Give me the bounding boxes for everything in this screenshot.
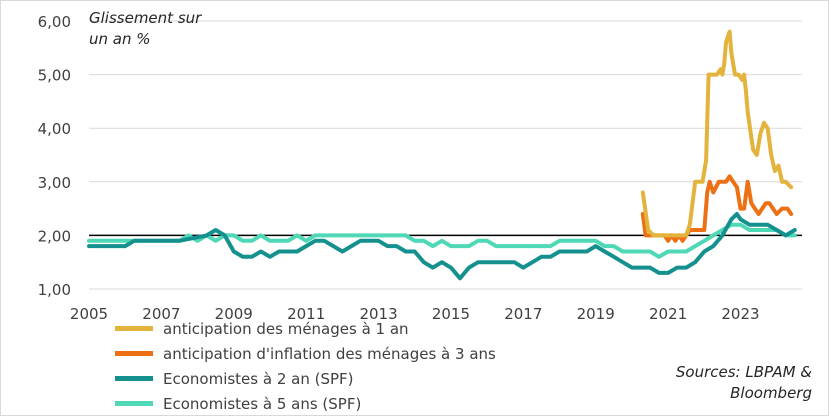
y-tick-label: 1,00 — [38, 281, 71, 299]
y-tick-label: 4,00 — [38, 120, 71, 138]
x-tick-label: 2015 — [432, 305, 470, 323]
source-line1: Sources: LBPAM & — [675, 363, 812, 381]
x-tick-label: 2023 — [721, 305, 759, 323]
x-tick-label: 2005 — [70, 305, 108, 323]
series-line-households-1y — [640, 29, 794, 238]
legend-swatch — [115, 351, 153, 356]
legend-swatch — [115, 376, 153, 381]
legend-label: anticipation des ménages à 1 an — [163, 319, 409, 338]
legend-label: Economistes à 2 an (SPF) — [163, 369, 354, 388]
legend-swatch — [115, 401, 153, 406]
x-tick-label: 2019 — [577, 305, 615, 323]
y-unit-note: Glissement sur un an % — [89, 8, 201, 50]
unit-note-line1: Glissement sur — [89, 9, 202, 27]
series-line-spf-5y — [87, 222, 797, 259]
x-tick-label: 2007 — [142, 305, 180, 323]
legend-item-spf-5y: Economistes à 5 ans (SPF) — [115, 391, 496, 416]
legend: anticipation des ménages à 1 an anticipa… — [115, 316, 496, 416]
x-tick-label: 2017 — [504, 305, 542, 323]
y-axis-ticks: 1,00 2,00 3,00 4,00 5,00 6,00 — [38, 13, 71, 299]
x-tick-label: 2009 — [215, 305, 253, 323]
legend-swatch — [115, 326, 153, 331]
source-note: Sources: LBPAM & Bloomberg — [676, 362, 812, 404]
grid-lines — [89, 20, 802, 290]
legend-item-households-3y: anticipation d'inflation des ménages à 3… — [115, 341, 496, 366]
legend-label: Economistes à 5 ans (SPF) — [163, 394, 362, 413]
x-tick-label: 2011 — [287, 305, 325, 323]
unit-note-line2: un an % — [89, 30, 151, 48]
series-lines — [87, 29, 797, 281]
x-tick-label: 2021 — [649, 305, 687, 323]
y-tick-label: 5,00 — [38, 67, 71, 85]
y-tick-label: 6,00 — [38, 13, 71, 31]
source-line2: Bloomberg — [730, 384, 812, 402]
legend-item-spf-2y: Economistes à 2 an (SPF) — [115, 366, 496, 391]
y-tick-label: 3,00 — [38, 174, 71, 192]
series-line-spf-2y — [87, 212, 797, 281]
x-tick-label: 2013 — [359, 305, 397, 323]
x-axis-ticks: 2005 2007 2009 2011 2013 2015 2017 2019 2021 2023 — [70, 305, 760, 323]
legend-label: anticipation d'inflation des ménages à 3… — [163, 344, 496, 363]
y-tick-label: 2,00 — [38, 227, 71, 245]
legend-item-households-1y: anticipation des ménages à 1 an — [115, 316, 496, 341]
